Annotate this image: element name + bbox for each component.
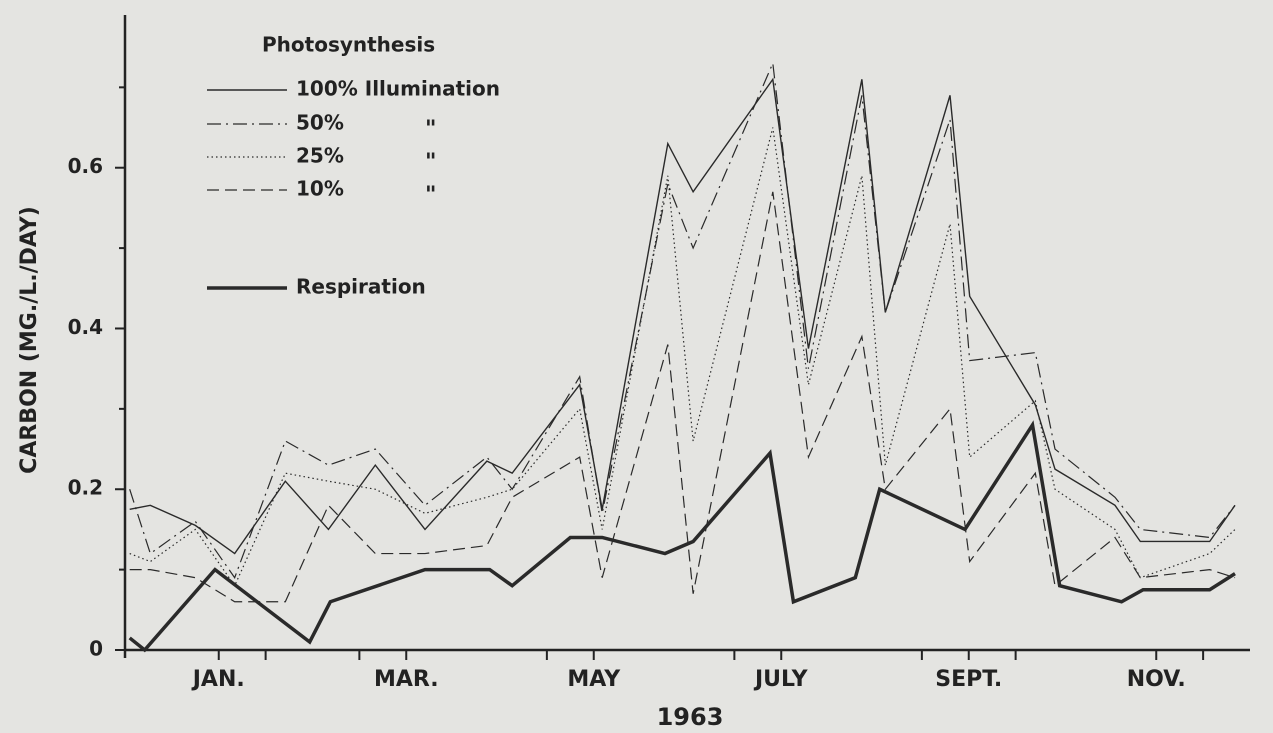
y-axis-label: CARBON (MG./L./DAY) [17,206,42,474]
y-tick-label: 0.2 [68,476,103,500]
series-line [129,60,1236,579]
x-tick-label: SEPT. [935,667,1002,692]
series-line [129,77,1236,555]
legend-ditto: " [425,117,436,142]
y-tick-label: 0.4 [68,315,103,339]
legend-ditto: " [425,183,436,208]
x-tick-label: NOV. [1127,667,1186,692]
x-tick-label: MAY [567,667,621,692]
x-tick-label: MAR. [374,667,439,692]
legend-ditto: " [425,150,436,175]
series-line [128,420,1236,653]
legend-label: Respiration [296,275,426,299]
legend-label: 100% Illumination [296,77,500,101]
y-tick-label: 0.6 [68,154,103,178]
legend-label: 25% [296,144,344,168]
x-axis-label: 1963 [657,703,724,731]
legend-label: 10% [296,177,344,201]
x-tick-label: JULY [753,667,809,692]
legend-label: 50% [296,111,344,135]
y-tick-label: 0 [89,637,103,661]
series-line [129,191,1236,603]
x-tick-label: JAN. [191,667,245,692]
legend-title: Photosynthesis [262,33,435,57]
